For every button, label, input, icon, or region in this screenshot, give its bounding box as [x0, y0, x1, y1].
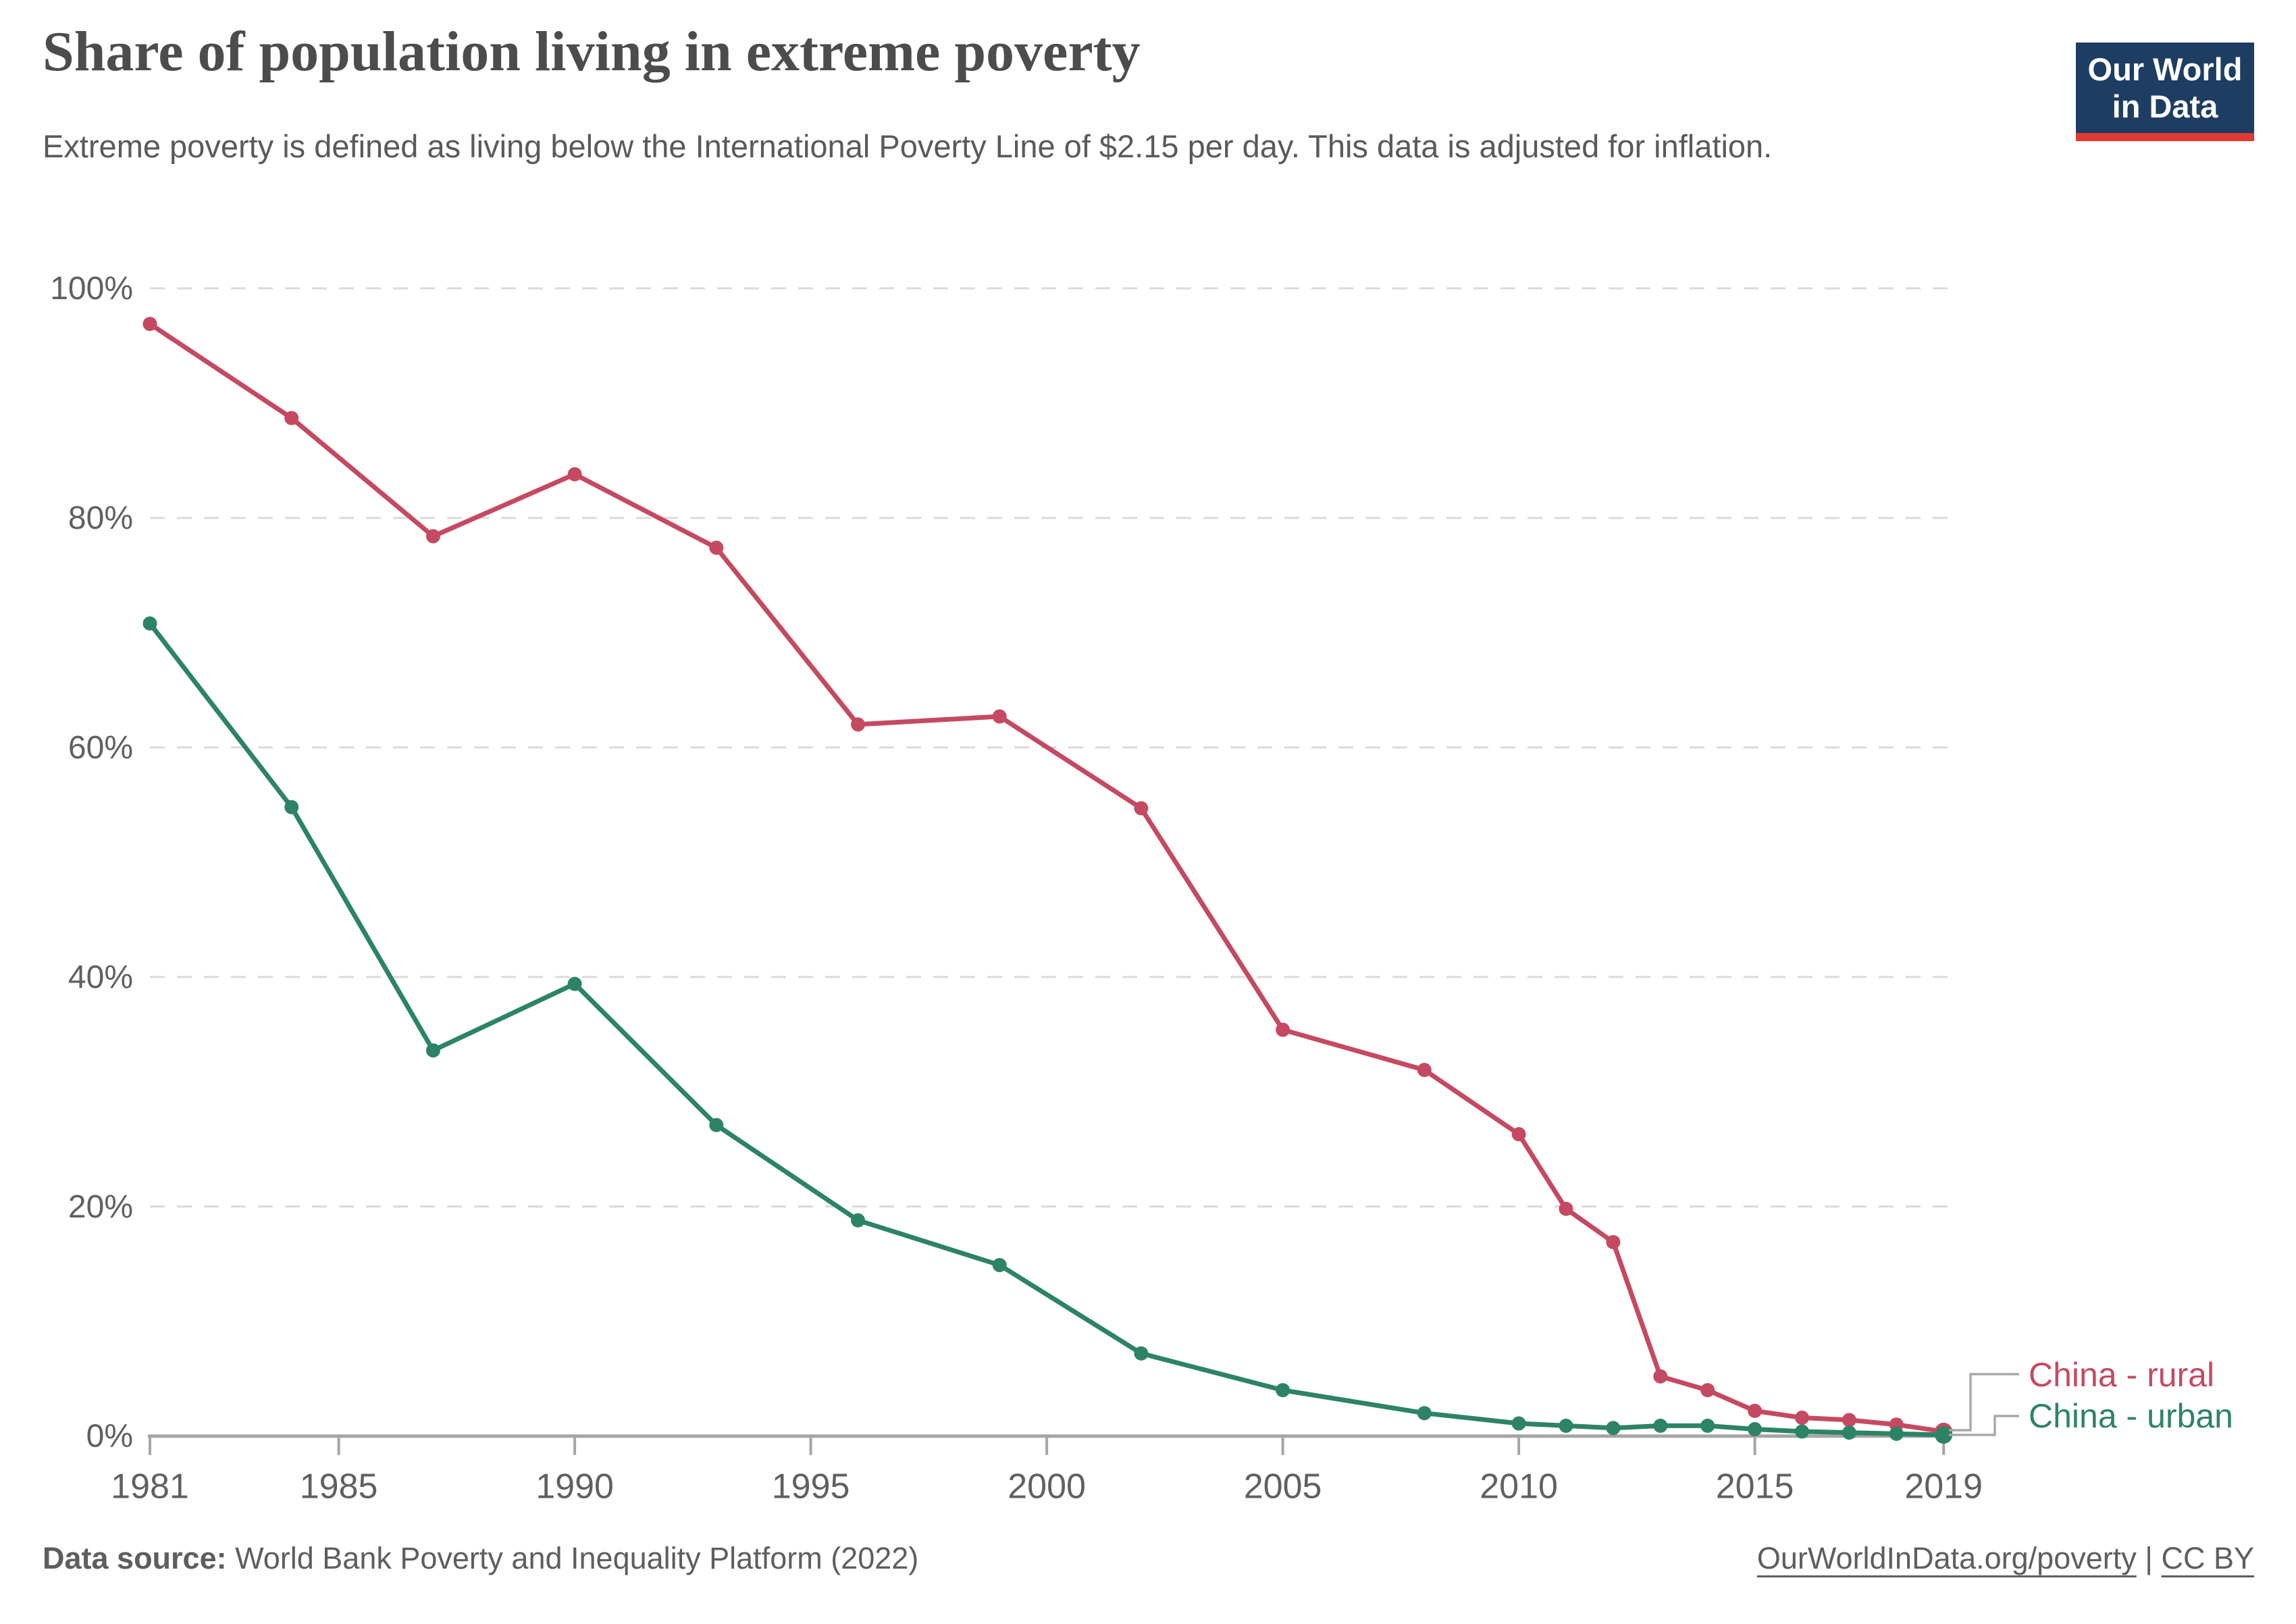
owid-logo[interactable]: Our World in Data: [2076, 43, 2254, 141]
data-point: [1134, 1346, 1149, 1361]
data-point: [142, 616, 157, 631]
legend-label-china-urban: China - urban: [2029, 1397, 2233, 1435]
data-point: [1276, 1383, 1290, 1398]
data-point: [567, 976, 582, 991]
data-point: [1842, 1413, 1856, 1427]
footer-separator: |: [2136, 1541, 2162, 1575]
legend-connector-china-rural: [1949, 1373, 2019, 1432]
x-tick-label: 1981: [111, 1467, 189, 1507]
data-point: [851, 717, 865, 732]
y-axis-labels: 0% 20% 40% 60% 80% 100%: [50, 271, 133, 1455]
x-tick-label: 2005: [1244, 1467, 1322, 1507]
data-point: [1842, 1425, 1856, 1440]
data-point: [567, 467, 582, 481]
data-point: [1653, 1418, 1668, 1433]
data-point: [1511, 1416, 1526, 1431]
data-point: [425, 529, 440, 544]
data-point: [1559, 1201, 1573, 1216]
data-point: [1653, 1369, 1668, 1384]
legend-connector-china-urban: [1949, 1415, 2019, 1436]
data-point: [284, 800, 299, 814]
data-point: [142, 317, 157, 332]
series-line-china-rural: [147, 321, 1946, 1434]
data-point: [1606, 1234, 1621, 1249]
data-point: [1795, 1424, 1809, 1439]
data-point: [1559, 1418, 1573, 1433]
data-point: [851, 1213, 865, 1228]
x-tick-label: 1995: [772, 1467, 850, 1507]
x-tick-label: 2019: [1904, 1467, 1983, 1507]
data-source-text: World Bank Poverty and Inequality Platfo…: [226, 1541, 919, 1575]
data-point: [1748, 1422, 1763, 1437]
data-point: [1606, 1421, 1621, 1436]
cc-by-link[interactable]: CC BY: [2161, 1541, 2254, 1575]
x-tick-label: 2015: [1716, 1467, 1794, 1507]
x-tick-label: 2010: [1480, 1467, 1558, 1507]
footer-links: OurWorldInData.org/poverty | CC BY: [1757, 1541, 2254, 1576]
series-china-urban: [142, 616, 1953, 1444]
data-point: [1935, 1426, 1953, 1444]
data-point: [1417, 1406, 1432, 1421]
data-point: [1889, 1426, 1904, 1441]
x-tick-label: 2000: [1008, 1467, 1086, 1507]
data-source-label: Data source:: [43, 1541, 227, 1575]
data-point: [1748, 1403, 1763, 1418]
y-tick-label: 100%: [50, 271, 133, 307]
x-tick-label: 1985: [300, 1467, 378, 1507]
owid-poverty-link[interactable]: OurWorldInData.org/poverty: [1756, 1541, 2137, 1575]
data-point: [1134, 801, 1149, 816]
data-point: [1417, 1062, 1432, 1077]
owid-logo-line2: in Data: [2112, 88, 2218, 124]
data-point: [709, 540, 724, 555]
page-title: Share of population living in extreme po…: [43, 20, 1141, 83]
data-point: [425, 1043, 440, 1058]
data-point: [1795, 1411, 1809, 1425]
x-axis-ticks: 1981 1985 1990 1995 2000 2005 2010 2015 2019: [111, 1436, 1983, 1507]
footer: Data source: World Bank Poverty and Ineq…: [43, 1541, 2254, 1576]
x-tick-label: 1990: [536, 1467, 614, 1507]
y-tick-label: 60%: [68, 730, 133, 766]
data-point: [1700, 1418, 1715, 1433]
y-tick-label: 20%: [68, 1189, 133, 1225]
data-source: Data source: World Bank Poverty and Ineq…: [43, 1541, 918, 1576]
owid-logo-line1: Our World: [2087, 51, 2243, 87]
series-china-rural: [142, 317, 1953, 1440]
data-point: [1276, 1022, 1290, 1037]
data-point: [1700, 1383, 1715, 1398]
data-point: [1511, 1127, 1526, 1142]
data-point: [992, 709, 1007, 724]
y-tick-label: 0%: [86, 1419, 133, 1455]
legend-label-china-rural: China - rural: [2029, 1356, 2214, 1394]
data-point: [284, 411, 299, 425]
y-gridlines: [150, 287, 1950, 1208]
page-subtitle: Extreme poverty is defined as living bel…: [43, 128, 1773, 164]
y-tick-label: 80%: [68, 500, 133, 536]
series-line-china-urban: [147, 621, 1946, 1438]
y-tick-label: 40%: [68, 960, 133, 995]
data-point: [992, 1257, 1007, 1272]
data-point: [709, 1118, 724, 1132]
